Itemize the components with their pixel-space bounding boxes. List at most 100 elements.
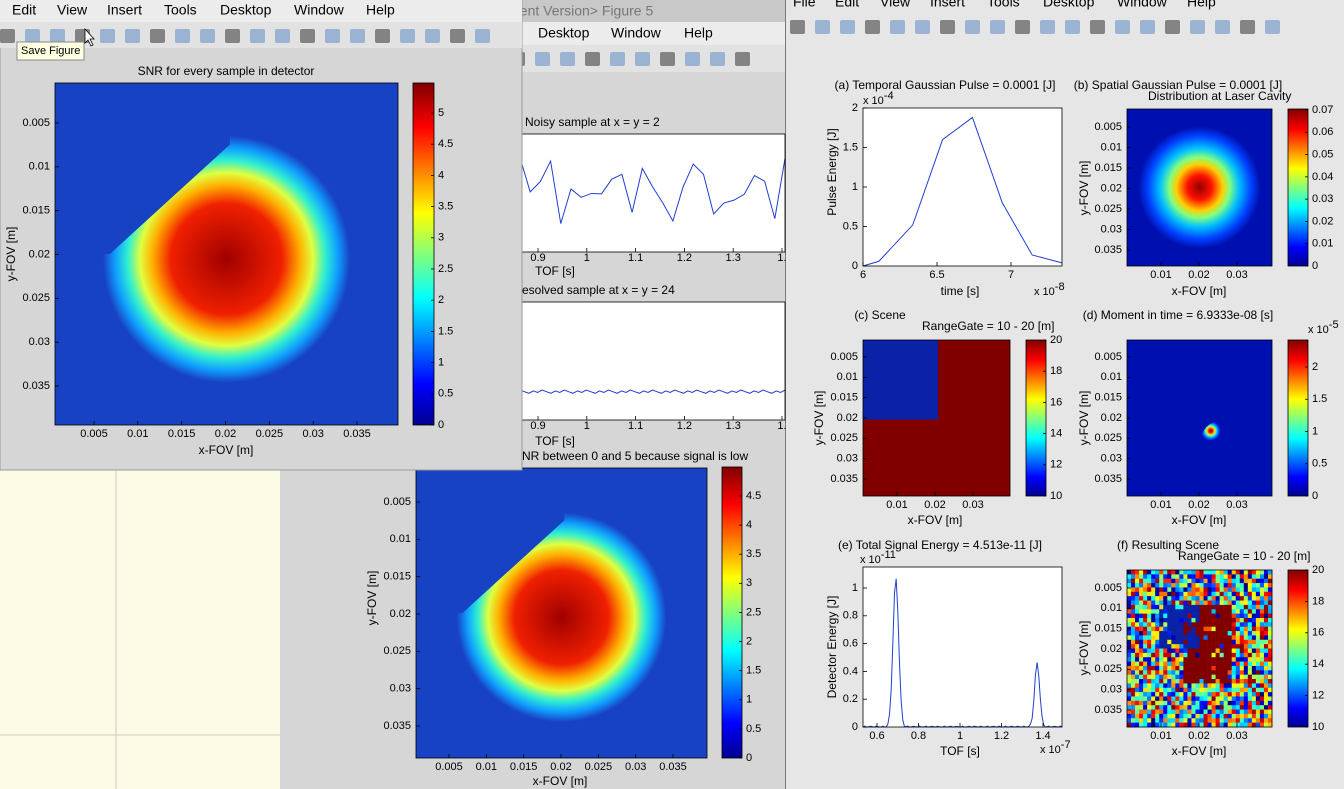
toolbar-icon[interactable] xyxy=(815,20,830,34)
noise-cell xyxy=(1223,722,1228,728)
toolbar-icon[interactable] xyxy=(150,29,165,43)
toolbar-icon[interactable] xyxy=(125,29,140,43)
toolbar-icon[interactable] xyxy=(450,29,465,43)
toolbar-icon[interactable] xyxy=(940,20,955,34)
menu-item[interactable]: Desktop xyxy=(220,2,272,18)
noise-cell xyxy=(1263,670,1269,675)
noise-cell xyxy=(1199,648,1204,654)
toolbar-icon[interactable] xyxy=(1140,20,1155,34)
toolbar-icon[interactable] xyxy=(275,29,290,43)
noise-cell xyxy=(1211,578,1216,584)
toolbar-icon[interactable] xyxy=(1015,20,1030,34)
toolbar-icon[interactable] xyxy=(1265,20,1280,34)
noise-cell xyxy=(1199,591,1204,597)
menu-item[interactable]: Window xyxy=(1117,0,1168,10)
noise-cell xyxy=(1263,644,1269,649)
toolbar-icon[interactable] xyxy=(350,29,365,43)
menu-item[interactable]: Help xyxy=(366,2,395,18)
toolbar-icon[interactable] xyxy=(560,52,575,66)
menu-item[interactable]: Edit xyxy=(12,2,36,18)
menu-item[interactable]: Window xyxy=(294,2,345,18)
toolbar-icon[interactable] xyxy=(710,52,725,66)
toolbar-icon[interactable] xyxy=(400,29,415,43)
y-tick-label: 0.6 xyxy=(843,638,858,650)
toolbar-icon[interactable] xyxy=(200,29,215,43)
toolbar-icon[interactable] xyxy=(635,52,650,66)
y-tick-label: 0.02 xyxy=(837,412,858,424)
toolbar-icon[interactable] xyxy=(1065,20,1080,34)
menu-item[interactable]: File xyxy=(793,0,816,10)
menu-item[interactable]: Insert xyxy=(930,0,965,10)
toolbar-icon[interactable] xyxy=(325,29,340,43)
toolbar-icon[interactable] xyxy=(375,29,390,43)
toolbar-icon[interactable] xyxy=(1040,20,1055,34)
toolbar-icon[interactable] xyxy=(790,20,805,34)
toolbar-icon[interactable] xyxy=(610,52,625,66)
noise-cell xyxy=(1223,635,1228,641)
menu-item[interactable]: Tools xyxy=(987,0,1020,10)
toolbar-icon[interactable] xyxy=(990,20,1005,34)
noise-cell xyxy=(1239,609,1245,614)
noise-cell xyxy=(1251,687,1257,693)
noise-cell xyxy=(1135,587,1140,593)
noise-cell xyxy=(1175,692,1180,697)
toolbar-icon[interactable] xyxy=(865,20,880,34)
menu-item[interactable]: View xyxy=(57,2,88,18)
noise-cell xyxy=(1155,692,1160,697)
noise-cell xyxy=(1251,639,1257,645)
noise-cell xyxy=(1239,626,1245,632)
menu-item[interactable]: Edit xyxy=(835,0,859,10)
y-tick-label: 0.01 xyxy=(390,533,411,545)
noise-cell xyxy=(1263,635,1269,641)
toolbar-icon[interactable] xyxy=(915,20,930,34)
toolbar-icon[interactable] xyxy=(100,29,115,43)
toolbar-icon[interactable] xyxy=(50,29,65,43)
noise-cell xyxy=(1151,705,1156,710)
toolbar-icon[interactable] xyxy=(425,29,440,43)
noise-cell xyxy=(1179,583,1184,588)
noise-cell xyxy=(1211,692,1216,697)
toolbar-icon[interactable] xyxy=(735,52,750,66)
toolbar-icon[interactable] xyxy=(475,29,490,43)
toolbar-icon[interactable] xyxy=(535,52,550,66)
toolbar-icon[interactable] xyxy=(1165,20,1180,34)
menu-item[interactable]: Tools xyxy=(164,2,197,18)
noise-cell xyxy=(1139,583,1144,588)
toolbar-icon[interactable] xyxy=(890,20,905,34)
noise-cell xyxy=(1179,722,1184,728)
menu-item[interactable]: Help xyxy=(684,25,713,41)
toolbar-icon[interactable] xyxy=(300,29,315,43)
noise-cell xyxy=(1243,631,1249,636)
toolbar-icon[interactable] xyxy=(1115,20,1130,34)
menu-item[interactable]: View xyxy=(880,0,911,10)
toolbar-icon[interactable] xyxy=(175,29,190,43)
toolbar-icon[interactable] xyxy=(660,52,675,66)
menu-item[interactable]: Help xyxy=(1187,0,1216,10)
toolbar-icon[interactable] xyxy=(840,20,855,34)
menu-item[interactable]: Window xyxy=(611,25,662,41)
menu-item[interactable]: Desktop xyxy=(538,25,590,41)
noise-cell xyxy=(1215,631,1220,636)
toolbar-icon[interactable] xyxy=(1240,20,1255,34)
noise-cell xyxy=(1255,665,1261,671)
toolbar-icon[interactable] xyxy=(685,52,700,66)
toolbar-icon[interactable] xyxy=(585,52,600,66)
menu-item[interactable]: Desktop xyxy=(1043,0,1095,10)
toolbar-icon[interactable] xyxy=(1215,20,1230,34)
x-tick-label: 1.2 xyxy=(677,420,692,432)
noise-cell xyxy=(1147,591,1152,597)
noise-cell xyxy=(1131,713,1136,719)
noise-cell xyxy=(1199,578,1204,584)
toolbar-icon[interactable] xyxy=(250,29,265,43)
noise-cell xyxy=(1151,591,1156,597)
toolbar-icon[interactable] xyxy=(965,20,980,34)
toolbar-icon[interactable] xyxy=(225,29,240,43)
noise-cell xyxy=(1135,604,1140,610)
noise-cell xyxy=(1187,674,1192,680)
menu-item[interactable]: Insert xyxy=(107,2,142,18)
toolbar-icon[interactable] xyxy=(25,29,40,43)
toolbar-icon[interactable] xyxy=(1190,20,1205,34)
noise-cell xyxy=(1195,648,1200,654)
toolbar-icon[interactable] xyxy=(0,29,15,43)
toolbar-icon[interactable] xyxy=(1090,20,1105,34)
